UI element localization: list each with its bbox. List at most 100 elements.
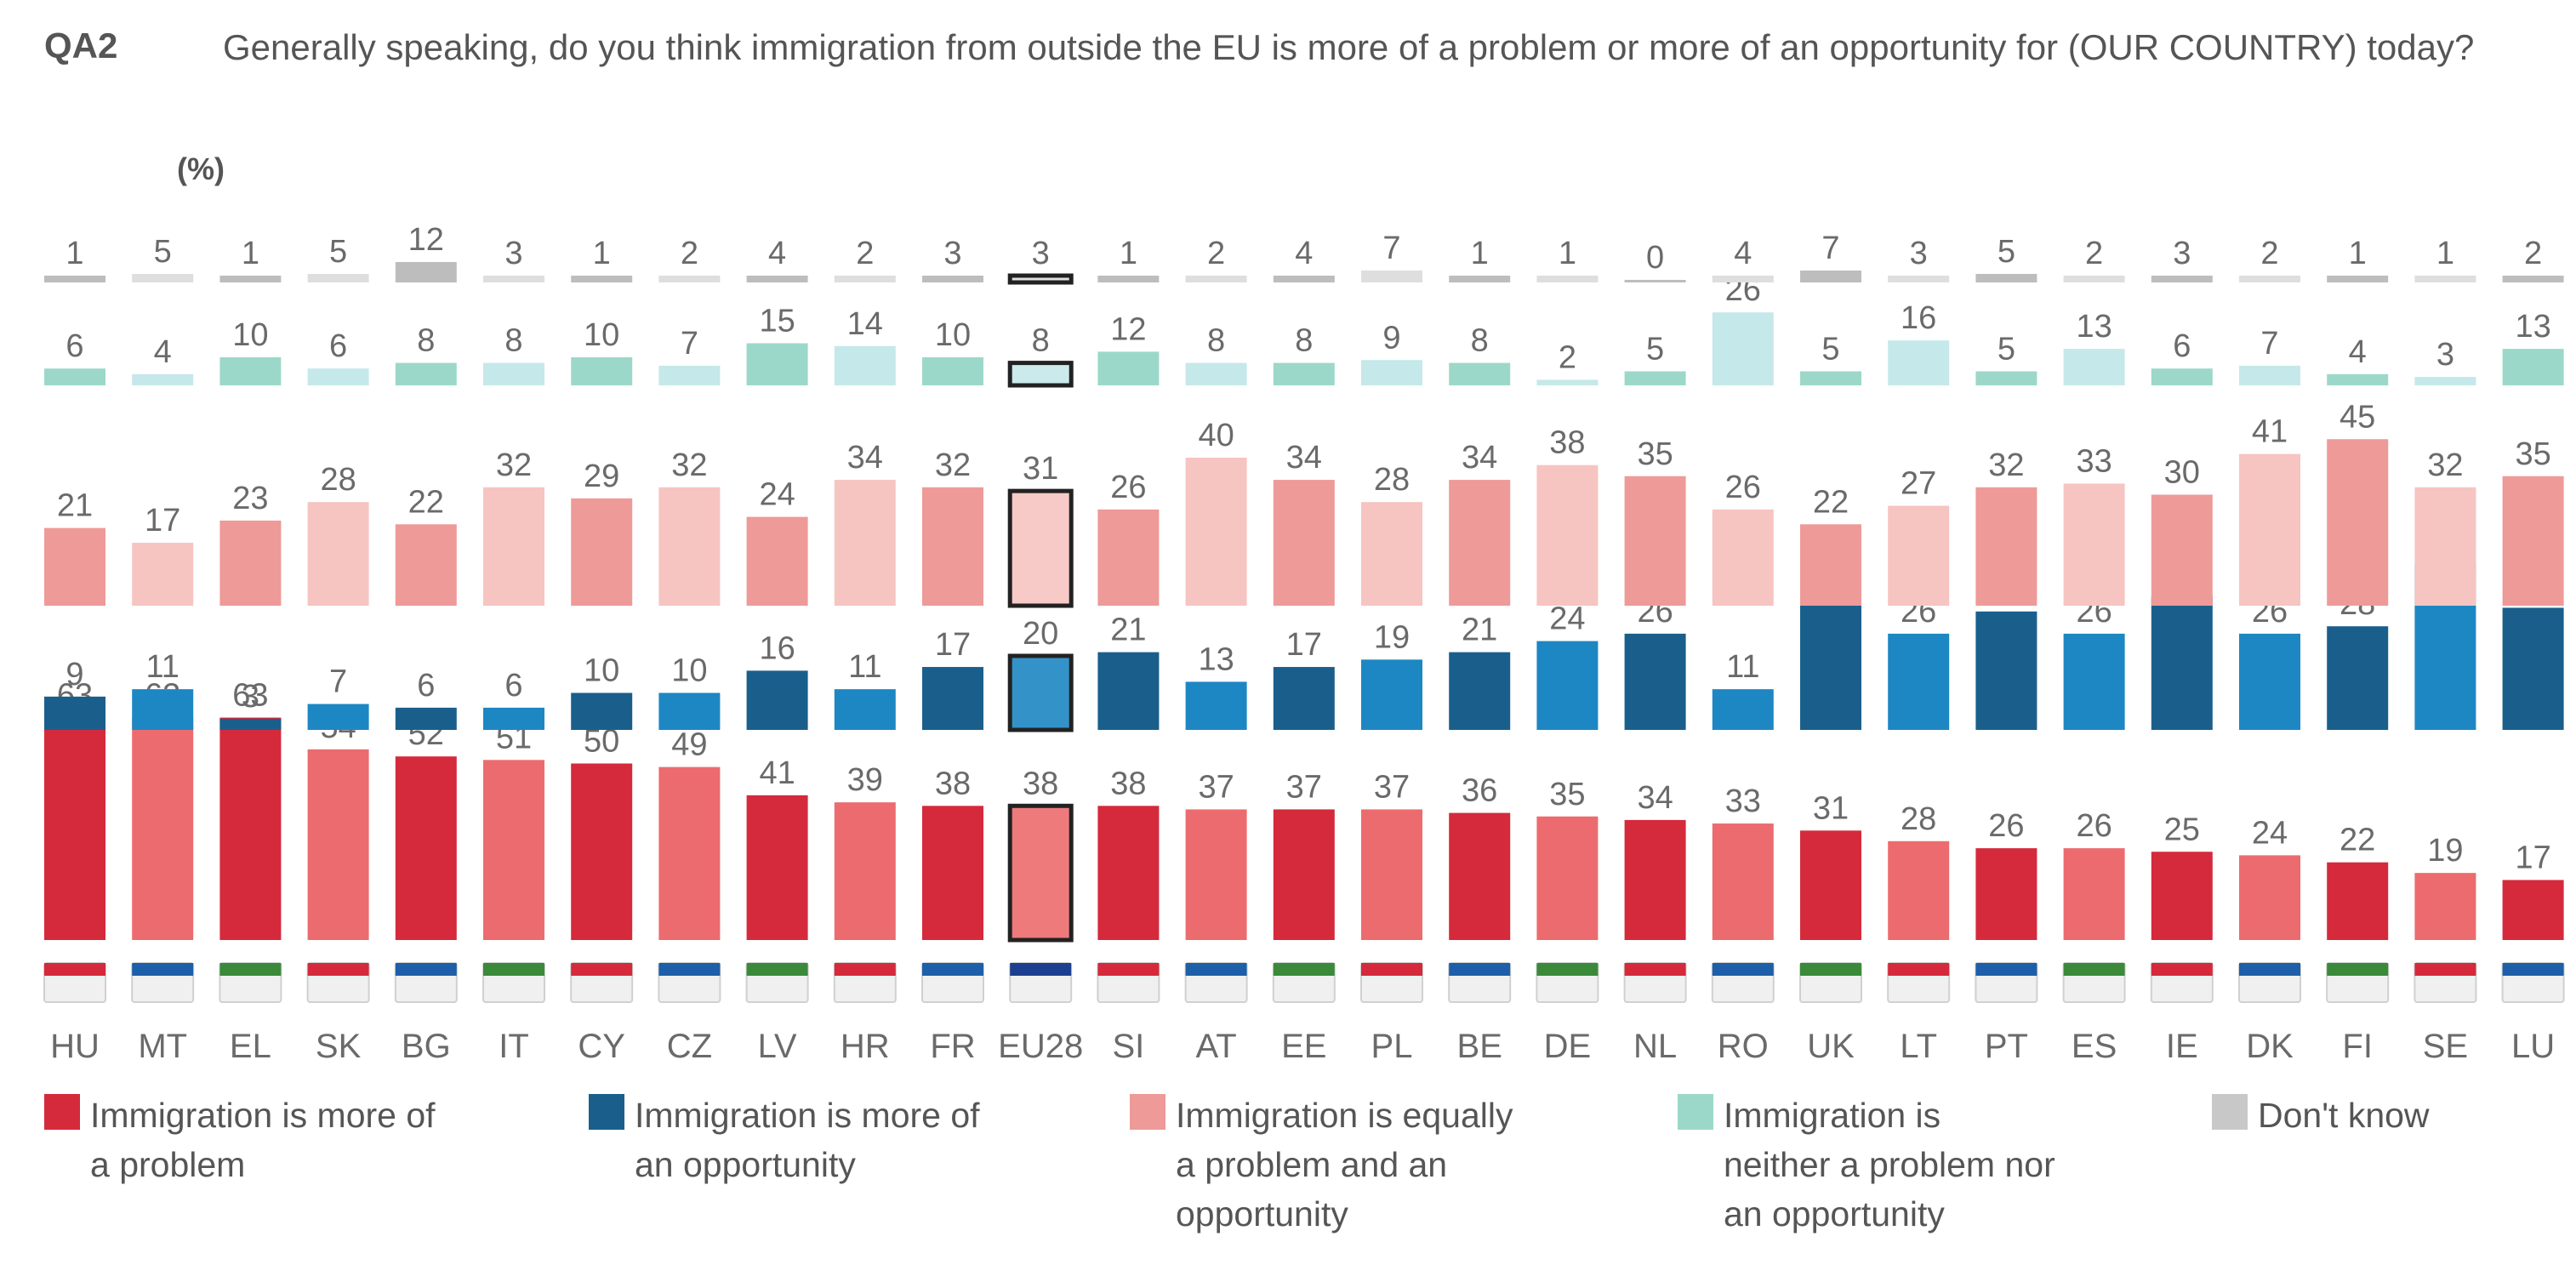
bar-equally-lt — [1888, 505, 1950, 606]
category-label-lu: LU — [2511, 1028, 2555, 1065]
bar-neither-sk — [307, 368, 369, 385]
bar-opportunity-ro — [1712, 689, 1774, 730]
category-label-be: BE — [1457, 1028, 1502, 1065]
value-label-problem-fi: 22 — [2339, 823, 2375, 858]
value-label-problem-cz: 49 — [671, 727, 707, 763]
bar-equally-de — [1536, 464, 1599, 606]
bar-equally-sk — [307, 502, 369, 606]
value-label-problem-ro: 33 — [1725, 783, 1761, 819]
category-label-fr: FR — [930, 1028, 975, 1065]
bar-neither-de — [1536, 379, 1599, 385]
value-label-dont_know-se: 1 — [2436, 236, 2454, 271]
value-label-opportunity-at: 13 — [1198, 641, 1234, 677]
value-label-equally-be: 34 — [1462, 440, 1497, 476]
value-label-equally-eu28: 31 — [1023, 451, 1058, 487]
flag-stripe-it — [483, 963, 544, 976]
value-label-equally-sk: 28 — [320, 462, 356, 498]
category-label-hr: HR — [841, 1028, 890, 1065]
bar-neither-mt — [132, 373, 194, 385]
value-label-neither-si: 12 — [1110, 311, 1146, 347]
bar-dont_know-dk — [2239, 276, 2300, 282]
value-label-neither-se: 3 — [2436, 337, 2454, 373]
value-label-equally-cy: 29 — [584, 459, 619, 494]
bar-neither-hu — [44, 368, 105, 385]
value-label-neither-bg: 8 — [417, 323, 435, 359]
flag-stripe-sk — [307, 963, 369, 976]
category-label-bg: BG — [402, 1028, 451, 1065]
bar-opportunity-uk — [1800, 600, 1861, 730]
bar-neither-it — [483, 362, 544, 385]
bar-problem-lt — [1888, 840, 1950, 940]
category-label-it: IT — [499, 1028, 529, 1065]
value-label-dont_know-ie: 3 — [2173, 236, 2191, 271]
value-label-dont_know-mt: 5 — [154, 234, 172, 270]
bar-opportunity-lu — [2502, 607, 2564, 730]
value-label-equally-hr: 34 — [847, 440, 883, 476]
value-label-neither-nl: 5 — [1646, 332, 1664, 368]
bar-opportunity-fr — [922, 667, 983, 730]
value-label-problem-es: 26 — [2076, 808, 2112, 844]
value-label-opportunity-cz: 10 — [671, 653, 707, 689]
value-label-opportunity-it: 6 — [504, 668, 522, 704]
bar-opportunity-cz — [658, 692, 721, 730]
bar-opportunity-es — [2063, 633, 2125, 730]
value-label-problem-pl: 37 — [1374, 769, 1410, 805]
bar-problem-pt — [1975, 848, 2037, 940]
bar-equally-cz — [658, 487, 721, 606]
category-label-at: AT — [1196, 1028, 1237, 1065]
bar-opportunity-el — [219, 718, 282, 730]
bar-dont_know-pl — [1361, 271, 1422, 282]
bar-problem-uk — [1800, 830, 1861, 940]
value-label-neither-ee: 8 — [1295, 323, 1313, 359]
value-label-problem-ee: 37 — [1286, 769, 1322, 805]
legend-label-dont_know: Don't know — [2258, 1096, 2430, 1135]
value-label-opportunity-ro: 11 — [1726, 649, 1759, 685]
bar-problem-bg — [395, 756, 457, 940]
bar-problem-sk — [307, 749, 369, 940]
value-label-equally-cz: 32 — [671, 447, 707, 483]
bar-neither-el — [219, 357, 282, 385]
bar-dont_know-ee — [1273, 276, 1335, 282]
value-label-opportunity-de: 24 — [1549, 601, 1585, 637]
bar-dont_know-pt — [1975, 274, 2037, 282]
bar-opportunity-hr — [834, 689, 896, 730]
bar-neither-ie — [2151, 368, 2213, 385]
value-label-problem-lt: 28 — [1901, 801, 1936, 837]
bar-problem-nl — [1624, 819, 1686, 940]
bar-equally-uk — [1800, 524, 1861, 606]
value-label-opportunity-sk: 7 — [329, 664, 347, 700]
bar-dont_know-mt — [132, 274, 194, 282]
category-label-sk: SK — [316, 1028, 362, 1065]
value-label-opportunity-bg: 6 — [417, 668, 435, 704]
value-label-opportunity-cy: 10 — [584, 653, 619, 689]
value-label-equally-lt: 27 — [1901, 466, 1936, 502]
bar-equally-mt — [132, 543, 194, 606]
value-label-dont_know-de: 1 — [1559, 236, 1576, 271]
bar-problem-es — [2063, 848, 2125, 940]
bar-equally-cy — [571, 498, 633, 606]
bar-problem-cz — [658, 766, 721, 940]
category-label-es: ES — [2072, 1028, 2117, 1065]
bar-dont_know-de — [1536, 276, 1599, 282]
value-label-dont_know-pt: 5 — [1998, 234, 2015, 270]
value-label-dont_know-sk: 5 — [329, 234, 347, 270]
bar-opportunity-si — [1097, 652, 1160, 730]
legend-label-opportunity: Immigration is more of an opportunity — [635, 1096, 980, 1184]
category-label-uk: UK — [1807, 1028, 1855, 1065]
value-label-dont_know-bg: 12 — [408, 222, 444, 258]
bar-equally-fi — [2327, 439, 2389, 606]
value-label-opportunity-ee: 17 — [1286, 627, 1322, 663]
value-label-opportunity-si: 21 — [1110, 613, 1146, 648]
flag-stripe-nl — [1624, 963, 1686, 976]
value-label-equally-lv: 24 — [759, 477, 795, 513]
bar-neither-uk — [1800, 371, 1861, 385]
value-label-dont_know-cz: 2 — [681, 236, 698, 271]
value-label-neither-fi: 4 — [2349, 334, 2367, 370]
bar-opportunity-ee — [1273, 667, 1335, 730]
bar-opportunity-pt — [1975, 611, 2037, 730]
value-label-neither-hu: 6 — [66, 328, 83, 364]
bar-opportunity-at — [1185, 681, 1247, 730]
bar-opportunity-be — [1449, 652, 1511, 730]
bar-problem-cy — [571, 763, 633, 940]
value-label-neither-dk: 7 — [2260, 326, 2278, 362]
